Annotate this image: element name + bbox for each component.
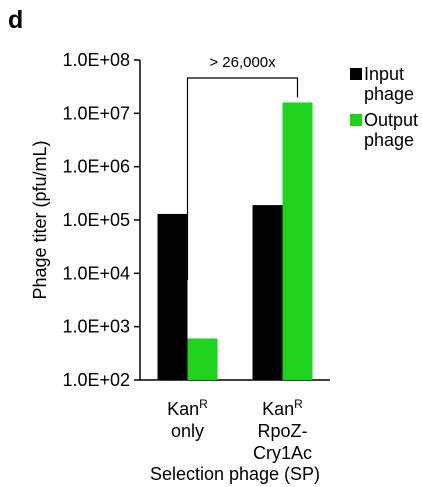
x-category-label: KanR <box>167 397 208 419</box>
y-tick-label: 1.0E+05 <box>62 210 130 230</box>
x-category-label: RpoZ- <box>257 421 307 441</box>
y-axis-title: Phage titer (pfu/mL) <box>30 140 50 299</box>
y-axis: 1.0E+02 1.0E+03 1.0E+04 1.0E+05 1.0E+06 1.0E+… <box>62 50 141 390</box>
legend-label: Input <box>364 64 404 84</box>
x-category-label: only <box>171 421 204 441</box>
legend-swatch <box>350 114 362 126</box>
bars <box>157 102 313 381</box>
fold-change-label: > 26,000x <box>209 54 276 71</box>
bar-input-1 <box>252 205 283 380</box>
y-tick-label: 1.0E+04 <box>62 263 130 283</box>
bar-output-0 <box>187 338 218 380</box>
legend-label: phage <box>364 130 414 150</box>
bar-output-1 <box>282 102 313 381</box>
y-tick-label: 1.0E+08 <box>62 50 130 70</box>
bar-input-0 <box>157 213 188 380</box>
legend-swatch <box>350 68 362 80</box>
x-category-label: Cry1Ac <box>253 443 312 463</box>
x-category-label: KanR <box>262 397 303 419</box>
y-tick-label: 1.0E+06 <box>62 157 130 177</box>
legend-label: Output <box>364 110 418 130</box>
y-tick-label: 1.0E+02 <box>62 370 130 390</box>
annotation: > 26,000x <box>186 54 299 280</box>
panel-label: d <box>8 6 23 34</box>
x-axis-title: Selection phage (SP) <box>150 464 320 484</box>
legend-label: phage <box>364 84 414 104</box>
y-tick-label: 1.0E+07 <box>62 103 130 123</box>
y-tick-label: 1.0E+03 <box>62 317 130 337</box>
comparison-bracket <box>186 77 299 280</box>
